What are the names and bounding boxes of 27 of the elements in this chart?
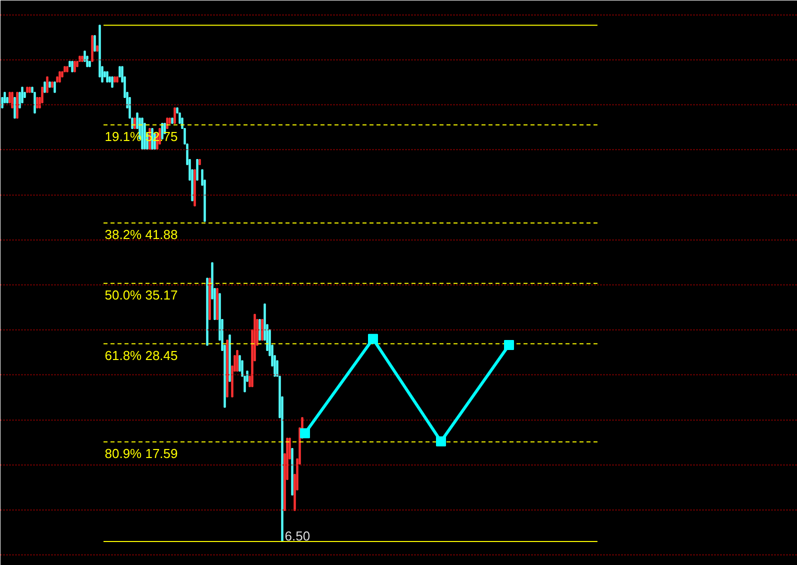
candlestick [46,76,48,93]
point [368,334,378,344]
point [436,436,446,446]
annotation: 6.50 [284,528,310,544]
candlestick [196,158,198,181]
candlestick [111,76,114,88]
candlestick [106,71,108,83]
candlestick [11,92,14,108]
candlestick [134,118,136,130]
candlestick [58,71,61,83]
annotation: 38.2% 41.88 [104,226,178,242]
point [504,340,514,350]
candlestick [261,318,264,341]
candlestick [174,107,176,124]
candlestick [14,97,16,119]
candlestick [54,82,56,93]
candlestick [74,60,76,72]
candlestick [94,35,96,52]
annotation: 80.9% 17.59 [104,446,178,461]
candlestick [258,318,261,341]
candlestick [71,60,74,72]
annotation: 61.8% 28.45 [104,348,178,363]
point [300,428,310,438]
annotation: 50.0% 35.17 [104,287,178,302]
candlestick [166,118,168,130]
candlestick [44,82,46,93]
candlestick [236,350,238,372]
